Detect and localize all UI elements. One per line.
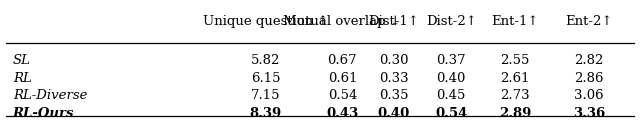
Text: 0.37: 0.37	[436, 54, 466, 67]
Text: 0.40: 0.40	[436, 72, 466, 85]
Text: Unique question ↑: Unique question ↑	[203, 15, 328, 28]
Text: Ent-1↑: Ent-1↑	[492, 15, 539, 28]
Text: RL: RL	[13, 72, 31, 85]
Text: 0.43: 0.43	[326, 107, 358, 120]
Text: 2.73: 2.73	[500, 89, 530, 102]
Text: Dist-1↑: Dist-1↑	[368, 15, 419, 28]
Text: Ent-2↑: Ent-2↑	[565, 15, 612, 28]
Text: 0.35: 0.35	[379, 89, 408, 102]
Text: 2.89: 2.89	[499, 107, 531, 120]
Text: 6.15: 6.15	[251, 72, 280, 85]
Text: 0.54: 0.54	[328, 89, 357, 102]
Text: 2.82: 2.82	[574, 54, 604, 67]
Text: 3.06: 3.06	[574, 89, 604, 102]
Text: 7.15: 7.15	[251, 89, 280, 102]
Text: 0.40: 0.40	[378, 107, 410, 120]
Text: 5.82: 5.82	[251, 54, 280, 67]
Text: 0.33: 0.33	[379, 72, 408, 85]
Text: RL-Diverse: RL-Diverse	[13, 89, 87, 102]
Text: Mutual overlap ↓: Mutual overlap ↓	[284, 15, 401, 28]
Text: 0.67: 0.67	[328, 54, 357, 67]
Text: 2.61: 2.61	[500, 72, 530, 85]
Text: 3.36: 3.36	[573, 107, 605, 120]
Text: 0.61: 0.61	[328, 72, 357, 85]
Text: RL-Ours: RL-Ours	[13, 107, 74, 120]
Text: 0.54: 0.54	[435, 107, 467, 120]
Text: Dist-2↑: Dist-2↑	[426, 15, 477, 28]
Text: 0.30: 0.30	[379, 54, 408, 67]
Text: 0.45: 0.45	[436, 89, 466, 102]
Text: 2.86: 2.86	[574, 72, 604, 85]
Text: SL: SL	[13, 54, 31, 67]
Text: 2.55: 2.55	[500, 54, 530, 67]
Text: 8.39: 8.39	[250, 107, 282, 120]
